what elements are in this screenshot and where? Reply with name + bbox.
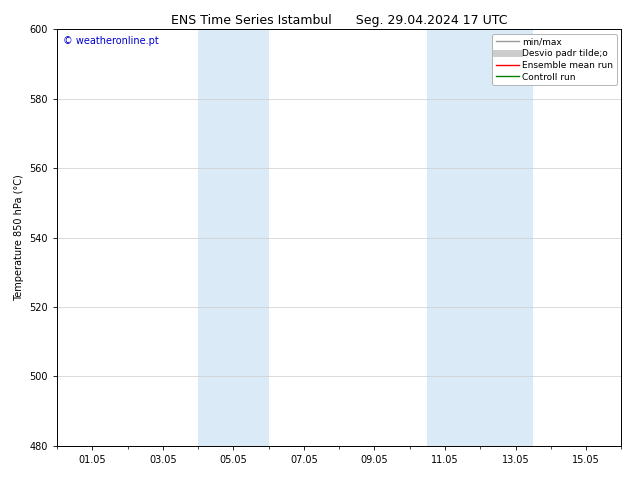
Title: ENS Time Series Istambul      Seg. 29.04.2024 17 UTC: ENS Time Series Istambul Seg. 29.04.2024… — [171, 14, 507, 27]
Bar — [427, 29, 533, 446]
Y-axis label: Temperature 850 hPa (°C): Temperature 850 hPa (°C) — [14, 174, 24, 301]
Text: © weatheronline.pt: © weatheronline.pt — [63, 36, 158, 46]
Legend: min/max, Desvio padr tilde;o, Ensemble mean run, Controll run: min/max, Desvio padr tilde;o, Ensemble m… — [493, 34, 617, 85]
Bar — [198, 29, 269, 446]
